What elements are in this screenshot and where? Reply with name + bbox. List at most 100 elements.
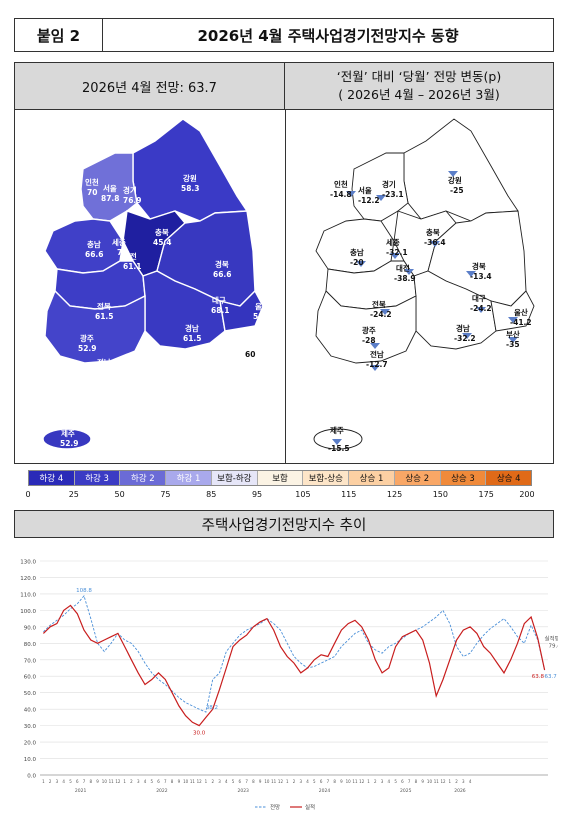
actual-series-line <box>42 604 546 727</box>
arrow-icon <box>346 191 356 197</box>
arrow-icon <box>462 333 472 339</box>
outline-ulsan <box>490 290 535 332</box>
value-incheon: -14.8 <box>330 190 352 199</box>
legend-scale: 0 25 50 75 85 95 105 115 125 150 175 200 <box>25 490 534 502</box>
value-gyeongbuk: 66.6 <box>213 270 232 279</box>
x-tick-label: 6 <box>401 779 404 784</box>
x-tick-label: 1 <box>42 779 45 784</box>
legend-tick: 115 <box>341 490 357 499</box>
x-tick-label: 10 <box>102 779 108 784</box>
legend-tick: 105 <box>295 490 311 499</box>
x-year-label: 2024 <box>319 788 331 794</box>
legend-item: 상승 1 <box>349 471 395 485</box>
x-year-label: 2023 <box>237 788 249 794</box>
y-tick-label: 40.0 <box>24 708 37 714</box>
region-gangwon <box>132 118 249 222</box>
x-tick-label: 7 <box>408 779 411 784</box>
right-map-title: ‘전월’ 대비 ‘당월’ 전망 변동(p) ( 2026년 4월 – 2026년… <box>285 63 553 109</box>
legend-item: 하강 3 <box>74 471 121 485</box>
x-tick-label: 11 <box>109 779 115 784</box>
arrow-icon <box>376 195 386 201</box>
label-jeju: 제주 <box>330 425 344 435</box>
value-sejong: -32.1 <box>386 248 408 257</box>
label-busan: 부산 <box>245 339 259 349</box>
legend-tick: 25 <box>68 490 79 499</box>
x-tick-label: 2 <box>293 779 296 784</box>
value-gyeonggi: -23.1 <box>382 190 404 199</box>
label-gyeongnam: 경남 <box>456 323 470 333</box>
label-gangwon: 강원 <box>183 173 197 183</box>
label-gyeongnam: 경남 <box>185 323 199 333</box>
label-jeonnam: 전남 <box>97 357 111 367</box>
value-seoul: 87.8 <box>101 194 120 203</box>
x-tick-label: 3 <box>381 779 384 784</box>
value-daegu: -24.2 <box>470 304 492 313</box>
x-tick-label: 9 <box>178 779 181 784</box>
x-tick-label: 10 <box>264 779 270 784</box>
arrow-icon <box>370 365 380 371</box>
value-gyeongnam: -32.2 <box>454 334 476 343</box>
legend-forecast-label: 전망 <box>270 803 280 811</box>
x-tick-label: 12 <box>278 779 284 784</box>
region-ulsan <box>219 289 264 332</box>
y-tick-label: 20.0 <box>24 741 37 747</box>
x-tick-label: 3 <box>56 779 59 784</box>
annotation-latest-actual: 63.8 <box>532 674 545 680</box>
x-tick-label: 9 <box>259 779 262 784</box>
forecast-series-line <box>43 594 546 713</box>
value-jeonnam: -12.7 <box>366 360 388 369</box>
legend-item: 보합-하강 <box>211 471 258 485</box>
x-tick-label: 5 <box>150 779 153 784</box>
value-gyeonggi: 76.9 <box>123 196 142 205</box>
x-tick-label: 8 <box>333 779 336 784</box>
chart-title: 주택사업경기전망지수 추이 <box>14 510 554 538</box>
annotation-low-forecast: 38.2 <box>206 705 218 711</box>
x-tick-label: 1 <box>123 779 126 784</box>
legend-item: 보합-상승 <box>303 471 350 485</box>
x-tick-label: 1 <box>367 779 370 784</box>
y-tick-label: 30.0 <box>24 724 37 730</box>
label-sejong: 세종 <box>386 237 400 247</box>
y-tick-label: 80.0 <box>24 642 37 648</box>
legend-tick: 75 <box>160 490 171 499</box>
value-jeonbuk: -24.2 <box>370 310 392 319</box>
label-gyeongbuk: 경북 <box>472 261 486 271</box>
legend-actual-label: 실적 <box>305 803 315 811</box>
x-tick-label: 9 <box>421 779 424 784</box>
label-gyeongbuk: 경북 <box>215 259 229 269</box>
x-tick-label: 2 <box>49 779 52 784</box>
outline-jeonnam <box>315 290 417 364</box>
x-tick-label: 4 <box>62 779 65 784</box>
y-tick-label: 100.0 <box>20 609 36 615</box>
x-tick-label: 11 <box>190 779 196 784</box>
x-tick-label: 3 <box>137 779 140 784</box>
x-tick-label: 6 <box>239 779 242 784</box>
value-jeonnam: 60 <box>99 368 109 377</box>
map-divider <box>285 110 286 464</box>
x-tick-label: 8 <box>171 779 174 784</box>
arrow-icon <box>380 309 390 315</box>
y-tick-label: 0.0 <box>27 774 36 780</box>
arrow-icon <box>390 253 400 259</box>
x-tick-label: 11 <box>352 779 358 784</box>
x-tick-label: 11 <box>271 779 277 784</box>
trend-chart: 0.0 10.0 20.0 30.0 40.0 50.0 60.0 70.0 80.0 90.0 1… <box>10 553 564 815</box>
x-tick-label: 7 <box>327 779 330 784</box>
x-tick-label: 10 <box>183 779 189 784</box>
label-jeonnam: 전남 <box>370 349 384 359</box>
trend-chart-svg: 0.0 10.0 20.0 30.0 40.0 50.0 60.0 70.0 80.0 90.0 1… <box>20 560 564 812</box>
label-gwangju: 광주 <box>362 325 376 335</box>
label-chungnam: 충남 <box>87 239 101 249</box>
x-tick-label: 8 <box>252 779 255 784</box>
value-sejong: 75 <box>117 248 127 257</box>
x-tick-label: 8 <box>90 779 93 784</box>
right-map-title-line2: ( 2026년 4월 – 2026년 3월) <box>338 87 500 102</box>
legend-item: 하강 2 <box>120 471 167 485</box>
legend-tick: 0 <box>25 490 31 499</box>
x-tick-label: 12 <box>440 779 446 784</box>
legend-item: 상승 2 <box>394 471 441 485</box>
x-tick-label: 6 <box>320 779 323 784</box>
label-seoul: 서울 <box>103 183 117 193</box>
x-tick-label: 6 <box>157 779 160 784</box>
value-busan: -35 <box>506 340 520 349</box>
